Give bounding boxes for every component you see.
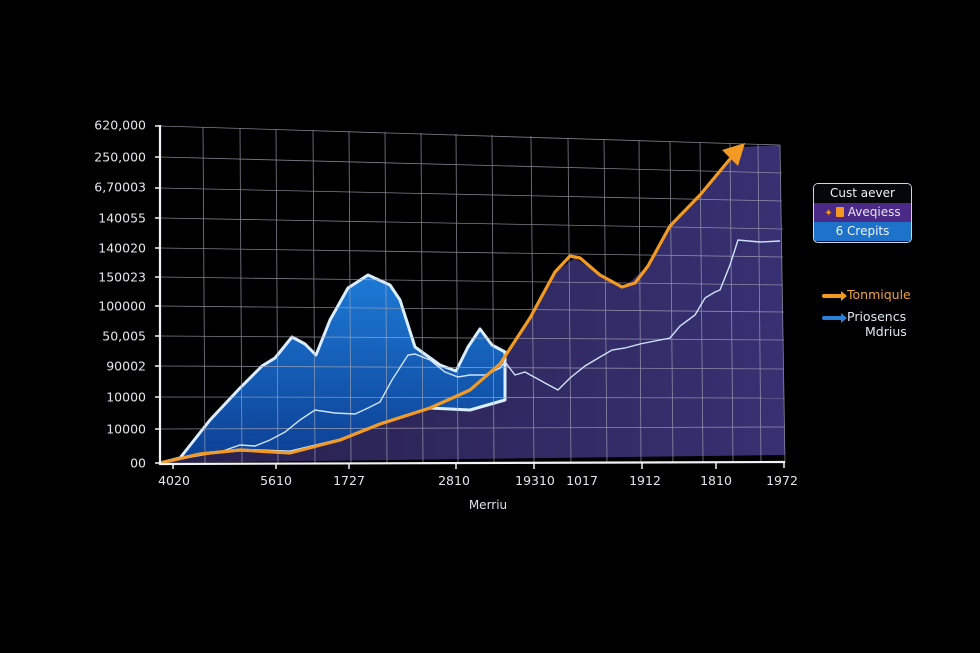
x-tick-label: 5610 [260,473,292,488]
x-tick-label: 1727 [333,473,365,488]
x-tick-label: 1810 [700,473,732,488]
legend-label: Tonmiqule [847,287,911,302]
x-tick-label: 1912 [629,473,661,488]
x-tick-label: 1017 [566,473,598,488]
legend-box: Cust aever ✦ Aveqiess 6 Crepits [813,183,912,243]
y-tick-label: 10000 [106,389,146,405]
legend-box-title: Cust aever [814,184,911,203]
y-tick-label: 10000 [106,421,146,437]
inner-series-line [159,239,781,464]
y-tick-label: 140055 [98,210,146,226]
grid [159,125,786,464]
legend-box-row: ✦ Aveqiess [814,203,911,222]
y-tick-label: 90002 [106,358,146,374]
legend-label-line2: Mdrius [865,324,907,339]
star-icon: ✦ [824,208,833,219]
y-tick-label: 6,70003 [94,179,146,195]
legend-box-row: 6 Crepits [814,222,911,241]
orange-series-line [158,151,737,465]
x-axis-label: Merriu [468,498,508,512]
y-tick-label: 50,005 [102,328,146,344]
orange-arrow-icon [822,290,847,301]
y-tick-label: 140020 [98,240,146,256]
purple-area [160,145,785,463]
y-tick-label: 100000 [98,298,146,314]
x-tick-label: 19310 [515,473,555,488]
blue-arrow-icon [822,312,847,323]
y-tick-label: 620,000 [94,117,146,133]
x-tick-label: 4020 [158,473,190,488]
legend-label: Priosencs [847,309,907,324]
y-tick-label: 250,000 [94,149,146,165]
legend-box-row-label: Aveqiess [847,205,901,219]
x-tick-label: 1972 [766,473,798,488]
legend-item-blue: Priosencs Mdrius [822,309,907,339]
orange-arrow-head-icon [722,143,745,166]
axes [155,125,786,469]
legend-item-orange: Tonmiqule [822,287,911,302]
badge-icon [835,207,844,217]
x-tick-label: 2810 [438,473,470,488]
y-tick-label: 00 [130,455,146,471]
y-tick-label: 150023 [98,269,146,285]
